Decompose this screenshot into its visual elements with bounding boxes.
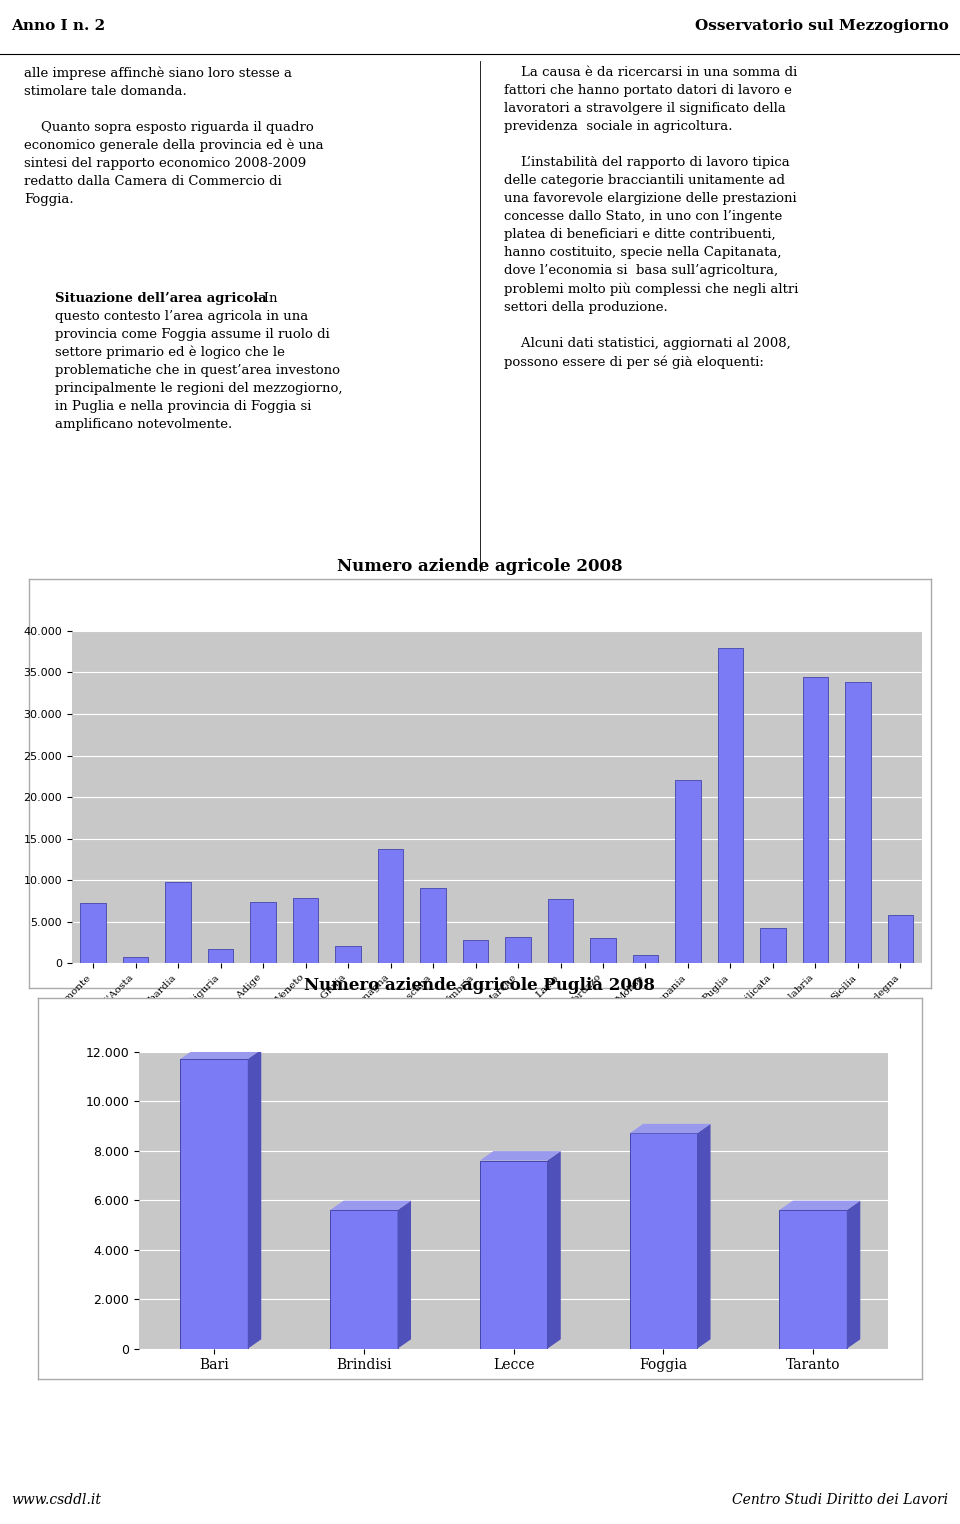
Bar	[803, 677, 828, 963]
Polygon shape	[847, 1201, 860, 1349]
Bar	[208, 949, 233, 963]
Bar	[335, 946, 361, 963]
Bar	[180, 1059, 248, 1349]
Text: Osservatorio sul Mezzogiorno: Osservatorio sul Mezzogiorno	[695, 20, 948, 34]
Bar	[81, 904, 106, 963]
Polygon shape	[630, 1123, 710, 1134]
Bar	[633, 956, 659, 963]
Polygon shape	[397, 1201, 411, 1349]
Title: Numero aziende agricole 2008: Numero aziende agricole 2008	[337, 558, 623, 575]
Bar	[675, 780, 701, 963]
Bar	[378, 849, 403, 963]
Bar	[293, 898, 319, 963]
Bar	[548, 899, 573, 963]
Bar	[590, 939, 615, 963]
Bar	[780, 1210, 847, 1349]
Bar	[123, 957, 149, 963]
Polygon shape	[180, 1050, 261, 1059]
Polygon shape	[697, 1123, 710, 1349]
Bar	[480, 1161, 547, 1349]
Bar	[505, 937, 531, 963]
Text: La causa è da ricercarsi in una somma di
fattori che hanno portato datori di lav: La causa è da ricercarsi in una somma di…	[504, 66, 799, 369]
Bar	[165, 882, 191, 963]
Text: Anno I n. 2: Anno I n. 2	[12, 20, 106, 34]
Text: www.csddl.it: www.csddl.it	[12, 1494, 102, 1507]
Polygon shape	[547, 1151, 561, 1349]
Bar	[330, 1210, 397, 1349]
Bar	[251, 902, 276, 963]
Bar	[888, 914, 913, 963]
Bar	[718, 648, 743, 963]
Polygon shape	[480, 1151, 561, 1161]
Bar	[463, 940, 489, 963]
Polygon shape	[248, 1050, 261, 1349]
Bar	[845, 683, 871, 963]
Text: Situazione dell’area agricola: Situazione dell’area agricola	[55, 291, 267, 305]
Text: - In
questo contesto l’area agricola in una
provincia come Foggia assume il ruol: - In questo contesto l’area agricola in …	[55, 291, 342, 431]
Bar	[760, 928, 785, 963]
Polygon shape	[330, 1201, 411, 1210]
Text: Centro Studi Diritto dei Lavori: Centro Studi Diritto dei Lavori	[732, 1494, 948, 1507]
Polygon shape	[780, 1201, 860, 1210]
Text: alle imprese affinchè siano loro stesse a
stimolare tale domanda.

    Quanto so: alle imprese affinchè siano loro stesse …	[24, 66, 324, 242]
Bar	[420, 888, 445, 963]
Title: Numero aziende agricole Puglia 2008: Numero aziende agricole Puglia 2008	[304, 977, 656, 994]
Bar	[630, 1134, 697, 1349]
